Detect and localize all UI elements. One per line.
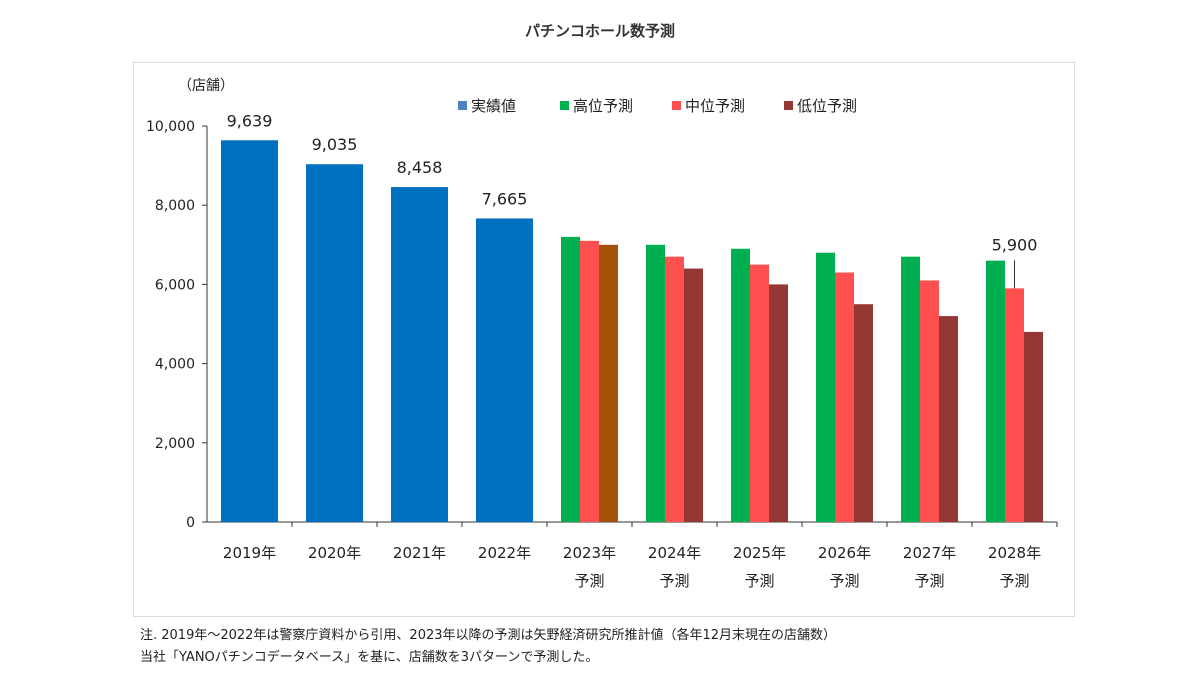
legend-label: 高位予測 xyxy=(573,97,633,115)
data-label: 7,665 xyxy=(482,189,528,208)
bar-中位予測 xyxy=(665,256,684,522)
bar-中位予測 xyxy=(750,264,769,522)
x-tick-label: 2021年 xyxy=(393,544,446,562)
bar-高位予測 xyxy=(646,244,665,523)
x-tick-label: 2028年 xyxy=(988,544,1041,562)
x-tick-label: 予測 xyxy=(914,572,944,590)
bar-中位予測 xyxy=(920,280,939,522)
x-tick-label: 予測 xyxy=(999,572,1029,590)
y-tick-label: 0 xyxy=(186,515,195,531)
bar-高位予測 xyxy=(561,236,580,522)
y-tick-label: 2,000 xyxy=(155,436,195,452)
y-tick-label: 8,000 xyxy=(155,198,195,214)
bar-中位予測 xyxy=(580,240,599,522)
bar-高位予測 xyxy=(816,252,835,522)
chart-frame xyxy=(133,62,1075,617)
bar-実績値 xyxy=(221,140,278,522)
x-tick-label: 2019年 xyxy=(223,544,276,562)
legend-label: 中位予測 xyxy=(685,97,745,115)
bar-低位予測 xyxy=(939,316,958,522)
x-tick-label: 2024年 xyxy=(648,544,701,562)
bar-chart: 0 2,000 4,000 6,000 8,000 10,000 （店舗） 2019年 2020… xyxy=(146,78,1058,590)
data-label: 9,035 xyxy=(312,135,358,154)
bar-実績値 xyxy=(306,164,363,523)
y-tick-label: 6,000 xyxy=(155,277,195,293)
x-tick-label: 予測 xyxy=(829,572,859,590)
data-label: 8,458 xyxy=(397,158,443,177)
bar-低位予測 xyxy=(1024,331,1043,522)
legend-swatch xyxy=(458,101,467,110)
bar-高位予測 xyxy=(901,256,920,522)
data-label: 5,900 xyxy=(992,235,1038,254)
bar-中位予測 xyxy=(835,272,854,522)
bar-中位予測 xyxy=(1005,288,1024,522)
x-tick-label: 予測 xyxy=(659,572,689,590)
data-label: 9,639 xyxy=(227,111,273,130)
x-tick-label: 2025年 xyxy=(733,544,786,562)
y-axis-unit: （店舗） xyxy=(178,78,234,94)
x-tick-label: 2023年 xyxy=(563,544,616,562)
bar-低位予測 xyxy=(769,284,788,522)
x-tick-label: 2027年 xyxy=(903,544,956,562)
bar-低位予測 xyxy=(684,268,703,522)
note-line-2: 当社「YANOパチンコデータベース」を基に、店舗数を3パターンで予測した。 xyxy=(140,650,599,665)
note-line-1: 注. 2019年～2022年は警察庁資料から引用、2023年以降の予測は矢野経済… xyxy=(140,628,837,643)
legend-swatch xyxy=(672,101,681,110)
bar-低位予測 xyxy=(599,244,618,523)
legend-label: 低位予測 xyxy=(797,97,857,115)
chart-title: パチンコホール数予測 xyxy=(524,22,675,40)
x-tick-label: 予測 xyxy=(574,572,604,590)
y-tick-label: 4,000 xyxy=(155,357,195,373)
bar-低位予測 xyxy=(854,304,873,522)
x-tick-label: 2020年 xyxy=(308,544,361,562)
x-tick-label: 2022年 xyxy=(478,544,531,562)
y-tick-label: 10,000 xyxy=(146,119,195,135)
legend-swatch xyxy=(560,101,569,110)
legend-label: 実績値 xyxy=(471,97,516,115)
bar-高位予測 xyxy=(986,260,1005,522)
bar-高位予測 xyxy=(731,248,750,522)
legend-swatch xyxy=(784,101,793,110)
x-tick-label: 予測 xyxy=(744,572,774,590)
bar-実績値 xyxy=(476,218,533,522)
x-tick-label: 2026年 xyxy=(818,544,871,562)
bar-実績値 xyxy=(391,187,448,522)
